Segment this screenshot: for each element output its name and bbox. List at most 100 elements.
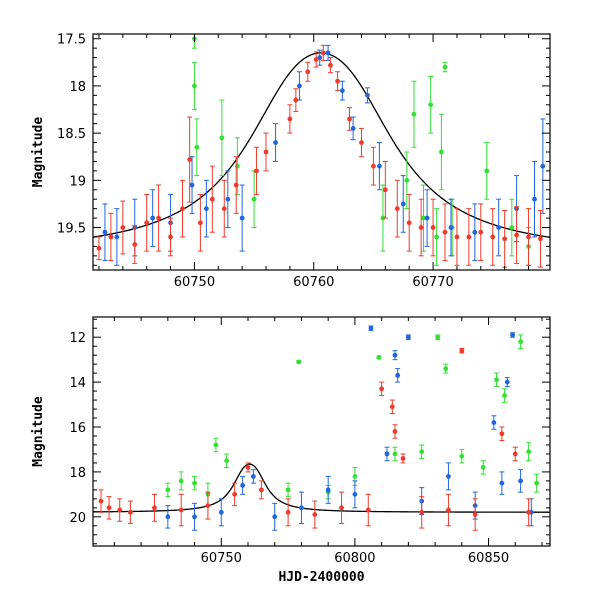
marker [339,505,344,511]
marker [526,234,531,240]
data-point [445,462,451,491]
data-point [327,57,333,74]
marker [132,242,138,247]
marker [240,482,246,488]
plot-frame [92,33,551,271]
data-point [459,347,465,354]
data-point [480,460,486,475]
marker [352,491,358,497]
marker [430,225,436,230]
marker [347,116,352,122]
marker [439,149,444,155]
marker [203,206,209,212]
plot-frame [92,316,551,547]
data-point [454,208,460,266]
marker [335,78,341,84]
y-tick-label: 18 [69,466,86,481]
marker [376,355,382,360]
data-point [285,482,291,498]
data-point [442,203,448,262]
data-point [435,334,441,340]
y-tick-label: 16 [69,421,86,436]
data-point [494,372,500,388]
marker [263,149,269,155]
data-point [394,179,400,238]
data-point [443,363,449,374]
data-point [376,142,382,191]
marker [297,83,302,89]
data-point [240,475,246,495]
marker [168,234,173,240]
data-point [395,368,401,383]
marker [194,144,200,150]
marker [418,225,424,230]
data-point [127,500,133,525]
marker [526,449,532,455]
marker [382,187,388,193]
data-point [194,118,200,177]
marker [376,163,382,169]
marker [287,116,293,122]
data-point [165,482,171,498]
marker [435,334,441,340]
data-point [120,200,126,255]
marker [273,140,278,145]
marker [205,503,211,508]
data-point [325,475,331,504]
data-point [225,170,231,229]
marker [400,456,406,461]
marker [197,220,203,226]
marker [117,507,123,513]
marker [144,220,150,226]
marker [108,234,114,240]
data-point [509,198,515,257]
top-panel-zoom: 60750 60760 60770 17.5 18 18.5 19 19.5 Magnitude [31,33,551,290]
marker [359,140,364,145]
data-point [518,334,524,349]
marker [404,177,410,183]
marker [384,451,390,457]
marker [392,451,398,457]
data-point [224,453,230,468]
y-tick-label: 19 [69,174,86,189]
marker [221,206,227,212]
marker [258,487,264,493]
marker [313,57,319,62]
marker [192,480,197,486]
data-point [531,160,537,238]
data-point [472,498,478,531]
marker [365,92,370,98]
data-point [379,381,385,397]
marker [180,206,185,212]
data-point [502,210,508,268]
data-point [518,469,524,493]
marker [446,474,451,479]
data-point [392,424,398,439]
marker [419,509,425,515]
plot-area [93,325,550,531]
data-point [514,206,520,264]
marker [379,386,385,392]
data-point [273,123,279,162]
marker [219,135,225,141]
data-point [510,332,516,338]
marker [504,379,510,385]
data-point [245,462,251,473]
marker [392,429,398,434]
bottom-panel-full: 60750 60800 60850 12 14 16 18 20 Magnitude HJD-24… [31,316,551,585]
marker [526,509,532,515]
data-point [144,193,150,252]
data-point [490,208,496,266]
marker [192,83,197,89]
data-point [213,437,219,453]
data-point [438,113,444,191]
data-point [478,203,484,262]
data-point [168,217,174,257]
marker [446,507,451,513]
marker [296,359,302,365]
data-point [358,127,364,158]
marker [400,201,406,207]
marker [480,465,486,470]
data-point [325,44,331,61]
